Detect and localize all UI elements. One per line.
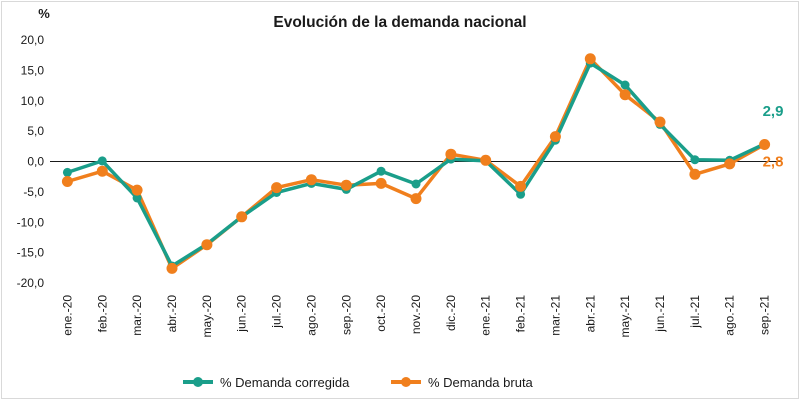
data-point-bruta [96, 165, 108, 177]
x-tick-label: sep.-21 [758, 295, 772, 335]
x-tick-label: sep.-20 [339, 295, 353, 335]
x-tick-label: ago.-20 [304, 295, 318, 336]
data-point-bruta [584, 53, 596, 65]
data-point-bruta [131, 184, 143, 196]
x-tick-label: jun.-21 [653, 295, 667, 333]
x-tick-label: feb.-21 [514, 295, 528, 333]
x-tick-label: nov.-20 [409, 295, 423, 334]
y-tick-label: -5,0 [23, 185, 44, 199]
legend-marker-bruta [401, 377, 411, 387]
data-point-corregida [411, 179, 421, 189]
y-tick-label: -20,0 [17, 276, 45, 290]
series-line-corregida [65, 61, 767, 268]
x-tick-label: jun.-20 [235, 295, 249, 333]
data-point-corregida [97, 156, 107, 166]
y-tick-label: 20,0 [21, 33, 45, 47]
data-point-corregida [62, 167, 72, 177]
chart-legend: % Demanda corregida % Demanda bruta [183, 375, 534, 390]
legend-label-bruta: % Demanda bruta [428, 375, 534, 390]
end-label-corregida: 2,9 [763, 103, 784, 120]
x-tick-label: ene.-20 [60, 295, 74, 336]
x-tick-label: jul.-21 [688, 295, 702, 329]
data-point-bruta [724, 158, 736, 170]
data-point-bruta [480, 154, 492, 166]
data-point-bruta [759, 139, 771, 150]
series-line-bruta [65, 57, 767, 271]
x-tick-label: ago.-21 [723, 295, 737, 336]
x-tick-label: may.-21 [618, 295, 632, 338]
x-tick-label: abr.-21 [583, 295, 597, 333]
data-point-bruta [549, 131, 561, 143]
data-point-bruta [305, 174, 317, 186]
legend-marker-corregida [193, 377, 203, 387]
y-tick-label: 15,0 [21, 63, 45, 77]
data-point-bruta [654, 116, 666, 128]
data-point-bruta [61, 176, 73, 187]
x-tick-label: feb.-20 [95, 295, 109, 333]
data-point-bruta [271, 182, 283, 194]
data-point-bruta [619, 89, 631, 101]
x-tick-label: dic.-20 [444, 295, 458, 331]
y-tick-label: 5,0 [27, 124, 44, 138]
legend-item-bruta: % Demanda bruta [391, 375, 534, 390]
data-point-bruta [166, 262, 178, 274]
x-tick-label: mar.-21 [548, 295, 562, 336]
y-tick-label: 0,0 [27, 155, 44, 169]
x-tick-label: jul.-20 [270, 295, 284, 329]
data-point-corregida [516, 189, 526, 199]
data-point-corregida [376, 166, 386, 176]
y-axis-unit-label: % [38, 6, 50, 21]
x-tick-label: abr.-20 [165, 295, 179, 333]
x-tick-label: mar.-20 [130, 295, 144, 336]
chart-title: Evolución de la demanda nacional [273, 14, 526, 31]
legend-item-corregida: % Demanda corregida [183, 375, 350, 390]
data-point-corregida [690, 155, 700, 165]
y-tick-label: -15,0 [17, 246, 45, 260]
legend-label-corregida: % Demanda corregida [220, 375, 350, 390]
end-label-bruta: 2,8 [763, 153, 784, 170]
x-tick-label: may.-20 [200, 295, 214, 338]
x-tick-label: oct.-20 [374, 295, 388, 332]
data-point-corregida [132, 193, 142, 203]
data-point-bruta [515, 180, 527, 192]
data-point-bruta [201, 239, 213, 251]
x-tick-label: ene.-21 [479, 295, 493, 336]
data-point-bruta [375, 177, 387, 189]
data-point-bruta [689, 168, 701, 180]
y-tick-label: 10,0 [21, 94, 45, 108]
data-point-bruta [236, 211, 248, 223]
y-tick-label: -10,0 [17, 215, 45, 229]
data-point-bruta [410, 193, 422, 205]
data-point-bruta [340, 179, 352, 191]
data-point-corregida [620, 80, 630, 90]
data-point-bruta [445, 148, 457, 160]
